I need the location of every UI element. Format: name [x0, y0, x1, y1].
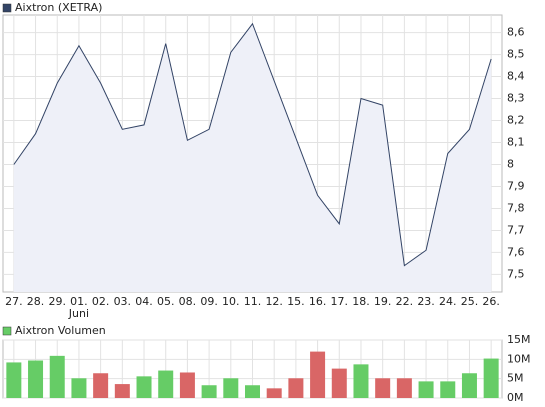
x-tick-label: 02.: [92, 295, 110, 308]
x-tick-label: 28.: [27, 295, 45, 308]
legend-swatch: [2, 3, 12, 13]
bar: [461, 373, 477, 398]
y-tick-label: 7,9: [507, 179, 525, 192]
bar: [353, 364, 369, 398]
x-tick-label: 25.: [461, 295, 479, 308]
month-label: Juni: [68, 307, 89, 320]
bar: [179, 372, 195, 398]
bar: [288, 378, 304, 398]
bar: [201, 385, 217, 398]
x-tick-label: 15.: [287, 295, 305, 308]
y-tick-label: 7,7: [507, 223, 525, 236]
y-tick-label: 8,2: [507, 114, 525, 127]
x-tick-label: 24.: [439, 295, 457, 308]
bar: [440, 381, 456, 398]
bar: [136, 376, 152, 398]
x-tick-label: 26.: [482, 295, 500, 308]
x-tick-label: 05.: [157, 295, 175, 308]
bar: [331, 368, 347, 398]
bar: [245, 385, 260, 398]
bar: [49, 355, 65, 398]
y-tick-label: 8,4: [507, 70, 525, 83]
line: [13, 22, 492, 267]
x-tick-label: 23.: [417, 295, 435, 308]
y-tick-label: 8: [507, 157, 514, 170]
bar: [396, 378, 412, 398]
bar: [266, 388, 282, 398]
legend-label: Aixtron Volumen: [15, 324, 106, 337]
x-tick-label: 12.: [265, 295, 283, 308]
y-tick-label: 0M: [507, 391, 524, 404]
x-tick-label: 17.: [331, 295, 349, 308]
y-tick-label: 15M: [507, 333, 531, 346]
y-tick-label: 7,6: [507, 245, 525, 258]
bar: [93, 373, 109, 398]
x-tick-label: 27.: [5, 295, 23, 308]
x-tick-label: 16.: [309, 295, 327, 308]
y-tick-label: 10M: [507, 352, 531, 365]
y-tick-label: 8,1: [507, 136, 525, 149]
y-tick-label: 7,5: [507, 267, 525, 280]
legend-label: Aixtron (XETRA): [15, 1, 102, 14]
bar: [71, 378, 87, 398]
area: [13, 23, 492, 293]
x-tick-label: 19.: [374, 295, 392, 308]
bar: [158, 370, 174, 398]
y-tick-label: 5M: [507, 372, 524, 385]
bar: [223, 378, 239, 398]
bar: [6, 362, 22, 398]
y-tick-label: 8,5: [507, 48, 525, 61]
bar: [310, 351, 326, 398]
x-tick-label: 09.: [200, 295, 218, 308]
bar: [28, 360, 44, 398]
bar: [114, 384, 130, 398]
x-tick-label: 29.: [48, 295, 66, 308]
x-tick-label: 03.: [114, 295, 132, 308]
x-tick-label: 01.: [70, 295, 88, 308]
x-tick-label: 22.: [396, 295, 414, 308]
x-tick-label: 10.: [222, 295, 240, 308]
y-tick-label: 7,8: [507, 201, 525, 214]
bar: [375, 378, 391, 398]
legend-swatch: [2, 326, 12, 336]
x-tick-label: 04.: [135, 295, 153, 308]
x-tick-label: 11.: [244, 295, 262, 308]
y-tick-label: 8,6: [507, 26, 525, 39]
x-tick-label: 18.: [352, 295, 370, 308]
bar: [418, 381, 434, 398]
x-tick-label: 08.: [179, 295, 197, 308]
y-tick-label: 8,3: [507, 92, 525, 105]
bar: [483, 358, 499, 398]
